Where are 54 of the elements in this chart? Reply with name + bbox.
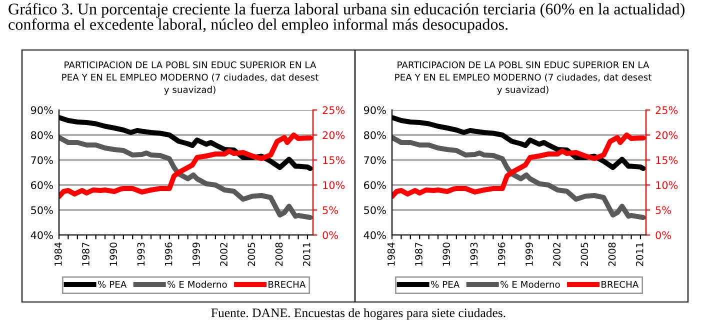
y-tick-label: 80% xyxy=(31,131,53,140)
x-tick-label: 1990 xyxy=(442,242,450,266)
y-tick-label: 50% xyxy=(364,206,386,214)
y2-tick-label: 15% xyxy=(323,156,345,164)
x-tick-label: 1984 xyxy=(54,242,62,266)
x-tick-label: 1987 xyxy=(415,242,422,266)
x-tick-label: 1999 xyxy=(192,242,200,266)
y-tick-label: 60% xyxy=(364,181,386,190)
legend-label: % E Moderno xyxy=(168,280,227,288)
x-tick-label: 1987 xyxy=(82,242,90,266)
y-tick-label: 70% xyxy=(364,156,386,164)
chart-title: PARTICIPACION DE LA POBL SIN EDUC SUPERIOR EN LA PEA Y EN EL EMPLEO MODERNO (7 ciudades, dat desest y suavizad) xyxy=(395,61,652,95)
legend-label: % PEA xyxy=(98,280,127,288)
x-tick-label: 1993 xyxy=(470,242,478,266)
x-tick-label: 2011 xyxy=(636,242,644,266)
legend-label: BRECHA xyxy=(268,280,306,288)
y2-tick-label: 20% xyxy=(322,131,345,140)
y2-tick-label: 0% xyxy=(322,231,338,240)
x-tick-label: 1996 xyxy=(164,242,172,266)
x-tick-label: 1999 xyxy=(526,242,533,266)
legend-label: % E Moderno xyxy=(500,280,560,288)
y-tick-label: 70% xyxy=(31,156,53,164)
x-tick-label: 2002 xyxy=(553,242,560,266)
y-tick-label: 60% xyxy=(31,181,53,190)
y-tick-label: 80% xyxy=(364,131,386,140)
x-tick-label: 2008 xyxy=(275,242,283,266)
y2-tick-label: 20% xyxy=(656,131,678,140)
x-tick-label: 2008 xyxy=(608,242,616,266)
legend-label: % PEA xyxy=(430,280,460,288)
x-tick-label: 2011 xyxy=(302,242,310,266)
x-tick-label: 1996 xyxy=(498,242,506,266)
chart-title: PARTICIPACION DE LA POBL SIN EDUC SUPERIOR EN LA PEA Y EN EL EMPLEO MODERNO (7 ciudades, dat desest y suavizad) xyxy=(62,61,318,95)
x-tick-label: 2005 xyxy=(248,242,256,266)
text: Gráfico 3. Un porcentaje creciente la fuerza laboral urbana sin educación terciaria (60% en la actualidad) conforma el excedente laboral, núcleo del empleo informal más desocupados. xyxy=(8,3,684,34)
y2-tick-label: 10% xyxy=(656,181,678,190)
y2-tick-label: 0% xyxy=(656,231,671,240)
y2-tick-label: 25% xyxy=(322,106,345,114)
y2-tick-label: 15% xyxy=(656,156,678,164)
y2-tick-label: 10% xyxy=(323,181,345,190)
y2-tick-label: 5% xyxy=(322,206,338,214)
y-tick-label: 40% xyxy=(30,231,53,240)
x-tick-label: 2005 xyxy=(580,242,588,266)
x-tick-label: 1993 xyxy=(137,242,145,266)
y-tick-label: 40% xyxy=(364,231,386,240)
x-tick-label: 1990 xyxy=(110,242,118,266)
y-tick-label: 50% xyxy=(31,206,53,214)
legend-label: BRECHA xyxy=(602,280,639,288)
x-tick-label: 1984 xyxy=(387,242,395,266)
x-tick-label: 2002 xyxy=(220,242,228,266)
y-tick-label: 90% xyxy=(364,106,386,114)
source-note: Fuente. DANE. Encuestas de hogares para siete ciudades. xyxy=(211,308,506,320)
y2-tick-label: 5% xyxy=(656,206,671,214)
y2-tick-label: 25% xyxy=(656,106,678,114)
y-tick-label: 90% xyxy=(30,106,53,114)
